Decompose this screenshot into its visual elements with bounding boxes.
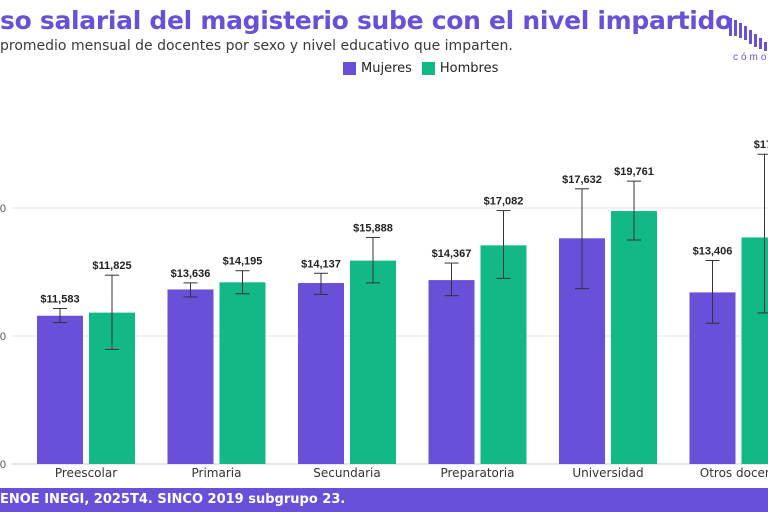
footer-source: ENOE INEGI, 2025T4. SINCO 2019 subgrupo … xyxy=(0,492,346,507)
bar-hombres xyxy=(350,260,396,464)
data-label: $17,082 xyxy=(484,196,524,208)
legend-label-mujeres: Mujeres xyxy=(361,61,412,76)
y-tick-label: 0 xyxy=(0,331,6,343)
legend-swatch-mujeres xyxy=(343,62,356,75)
y-tick-label: 0 xyxy=(0,203,6,215)
legend-item-mujeres: Mujeres xyxy=(343,61,412,76)
data-label: $11,583 xyxy=(40,293,79,305)
data-label: $17,632 xyxy=(562,174,602,186)
bar-hombres xyxy=(741,237,768,464)
x-tick-label: Otros docent xyxy=(700,466,768,480)
legend-item-hombres: Hombres xyxy=(421,61,499,76)
chart-legend: Mujeres Hombres xyxy=(343,61,502,76)
bar-hombres xyxy=(611,211,657,464)
x-tick-label: Preescolar xyxy=(55,466,117,480)
x-tick-label: Secundaria xyxy=(313,466,380,480)
data-label: $15,888 xyxy=(353,222,393,234)
page-title: so salarial del magisterio sube con el n… xyxy=(0,6,733,35)
legend-swatch-hombres xyxy=(421,62,435,75)
y-tick-label: 0 xyxy=(0,459,6,471)
footer-bar: ENOE INEGI, 2025T4. SINCO 2019 subgrupo … xyxy=(0,488,768,512)
page-subtitle: promedio mensual de docentes por sexo y … xyxy=(0,38,513,54)
bar-mujeres xyxy=(428,280,475,464)
bars-logo-icon xyxy=(729,18,767,51)
logo-text: cómo xyxy=(733,52,768,63)
x-tick-label: Preparatoria xyxy=(440,466,514,480)
data-label: $13,636 xyxy=(171,268,211,280)
data-label: $14,137 xyxy=(301,258,341,270)
bar-hombres xyxy=(480,245,527,464)
x-tick-label: Universidad xyxy=(572,466,643,480)
data-label: $14,367 xyxy=(432,248,472,260)
data-label: $19,761 xyxy=(614,166,654,178)
bar-hombres xyxy=(219,282,266,464)
bar-chart: 0 0 0 $11,583 $11,825 Preescolar $13,636 $14,19… xyxy=(0,139,768,480)
legend-label-hombres: Hombres xyxy=(439,61,499,76)
data-label: $17, xyxy=(754,139,768,151)
bar-mujeres xyxy=(298,283,344,464)
data-label: $13,406 xyxy=(693,245,733,257)
bar-mujeres xyxy=(37,315,83,464)
data-label: $11,825 xyxy=(92,260,131,272)
data-label: $14,195 xyxy=(223,256,263,268)
x-tick-label: Primaria xyxy=(192,466,242,480)
bar-mujeres xyxy=(167,289,214,464)
